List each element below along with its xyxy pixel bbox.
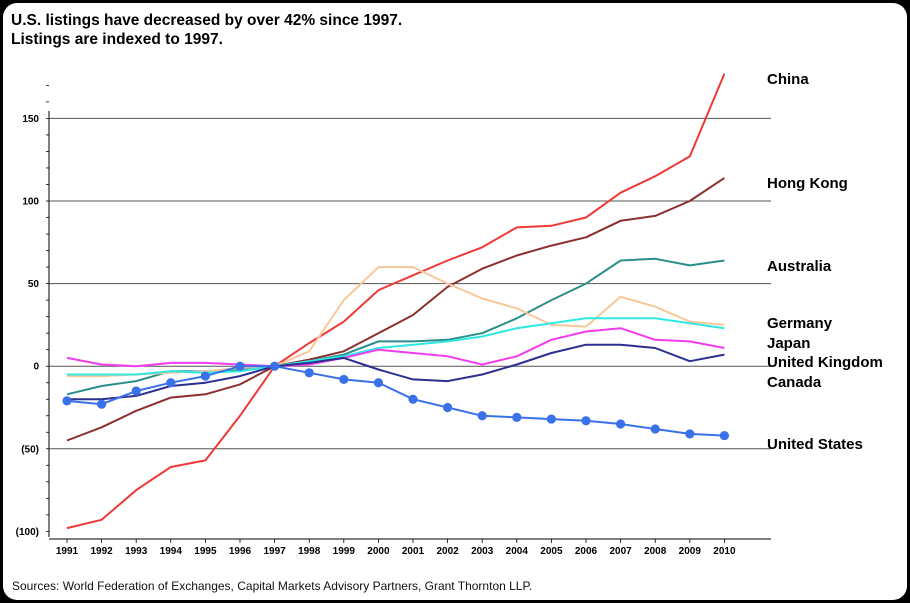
series-line-united-kingdom [66,327,725,368]
chart-title: U.S. listings have decreased by over 42%… [11,11,402,49]
source-note: Sources: World Federation of Exchanges, … [12,579,533,593]
data-point-united-states [97,399,107,409]
x-tick-label: 2006 [575,546,598,557]
title-line: U.S. listings have decreased by over 42%… [11,12,403,29]
legend-label-hong-kong: Hong Kong [767,175,848,192]
data-point-united-states [408,394,418,404]
x-tick-label: 2002 [436,546,459,557]
data-point-united-states [270,361,280,371]
data-point-united-states [443,402,453,413]
data-point-united-states [546,414,557,424]
x-tick-label: 1996 [229,546,252,557]
data-point-united-states [616,419,626,429]
data-point-united-states [304,368,314,378]
x-tick-label: 2004 [506,546,529,557]
y-tick-label: (50) [21,444,39,455]
data-point-united-states [477,411,487,421]
x-tick-label: 1997 [263,546,286,557]
x-tick-label: 2001 [402,546,425,557]
legend-label-united-states: United States [767,436,863,453]
series-line-united-states [66,365,725,437]
data-point-united-states [339,374,349,385]
data-point-united-states [235,361,245,371]
legend-label-canada: Canada [767,374,822,391]
x-tick-label: 1991 [56,546,79,557]
data-point-united-states [373,378,383,388]
series-line-japan [67,317,725,376]
y-tick-label: 100 [22,197,39,208]
legend-label-china: China [767,71,809,88]
data-point-united-states [650,424,660,434]
subtitle-line: Listings are indexed to 1997. [11,31,223,48]
data-point-united-states [719,430,730,441]
legend-label-germany: Germany [767,315,833,332]
y-tick-label: 150 [22,114,39,125]
data-point-united-states [166,378,176,388]
legend-label-australia: Australia [767,258,832,275]
x-tick-label: 2000 [367,546,390,557]
series-line-germany [67,266,725,378]
data-point-united-states [685,429,695,439]
series-line-hong-kong [66,177,725,442]
x-tick-label: 1998 [298,546,321,557]
x-tick-label: 1994 [160,546,183,557]
legend-label-japan: Japan [767,335,810,352]
x-tick-label: 2003 [471,546,494,557]
data-point-united-states [62,396,72,406]
chart-frame: U.S. listings have decreased by over 42%… [3,3,907,600]
x-tick-label: 1995 [194,546,217,557]
y-tick-label: 0 [33,362,39,373]
line-chart: 150 100 50 0 (50) (100) 1991 1992 1993 1994 1995 19… [16,71,883,557]
x-tick-label: 2009 [679,546,702,557]
x-tick-label: 2005 [540,546,563,557]
x-tick-label: 1992 [90,546,113,557]
data-point-united-states [581,416,591,426]
data-point-united-states [131,386,141,396]
x-tick-label: 1999 [333,546,356,557]
x-tick-label: 2010 [713,546,736,557]
data-point-united-states [200,371,210,381]
series-line-canada [67,343,725,401]
data-point-united-states [512,412,522,423]
y-tick-label: 50 [28,279,40,290]
x-tick-label: 1993 [125,546,148,557]
series-line-china [66,73,726,530]
x-tick-label: 2008 [644,546,667,557]
legend-label-united-kingdom: United Kingdom [767,354,883,371]
x-tick-label: 2007 [609,546,632,557]
y-tick-label: (100) [16,527,39,538]
